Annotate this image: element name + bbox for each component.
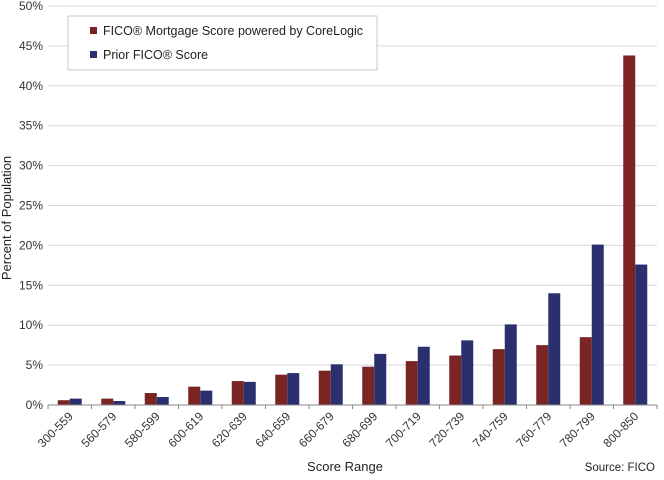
- bar-prior-score: [591, 244, 604, 405]
- y-tick-label: 20%: [19, 238, 43, 252]
- y-axis-label: Percent of Population: [0, 156, 14, 280]
- bar-prior-score: [200, 390, 213, 405]
- bar-mortgage-score: [579, 337, 592, 405]
- y-tick-label: 40%: [19, 79, 43, 93]
- x-tick-label: 580-599: [122, 409, 163, 450]
- y-tick-label: 15%: [19, 278, 43, 292]
- bar-mortgage-score: [405, 361, 418, 405]
- bar-mortgage-score: [492, 349, 505, 405]
- bars: [57, 55, 648, 405]
- bar-mortgage-score: [188, 386, 201, 405]
- bar-mortgage-score: [318, 370, 331, 405]
- x-tick-label: 300-559: [35, 409, 76, 450]
- x-tick-label: 800-850: [600, 409, 641, 450]
- x-tick-label: 640-659: [252, 409, 293, 450]
- x-tick-label: 700-719: [383, 409, 424, 450]
- x-tick-label: 760-779: [513, 409, 554, 450]
- y-axis-ticks: 0% 5% 10% 15% 20% 25% 30% 35% 40% 45% 50%: [19, 0, 43, 412]
- y-tick-label: 5%: [26, 358, 44, 372]
- y-tick-label: 10%: [19, 318, 43, 332]
- x-axis-label: Score Range: [307, 459, 383, 474]
- x-tick-label: 680-699: [339, 409, 380, 450]
- y-tick-label: 25%: [19, 199, 43, 213]
- bar-mortgage-score: [449, 355, 462, 405]
- bar-mortgage-score: [623, 55, 636, 405]
- bar-mortgage-score: [275, 374, 288, 405]
- bar-prior-score: [504, 324, 517, 405]
- source-note: Source: FICO: [585, 462, 655, 474]
- x-tick-label: 740-759: [470, 409, 511, 450]
- legend-swatch-prior: [90, 51, 97, 58]
- y-tick-label: 0%: [26, 398, 44, 412]
- bar-prior-score: [243, 381, 256, 405]
- bar-mortgage-score: [144, 393, 157, 405]
- x-tick-label: 780-799: [557, 409, 598, 450]
- x-tick-label: 660-679: [296, 409, 337, 450]
- bar-prior-score: [635, 264, 648, 405]
- bar-prior-score: [287, 373, 300, 405]
- y-tick-label: 35%: [19, 119, 43, 133]
- x-tick-label: 560-579: [78, 409, 119, 450]
- bar-prior-score: [156, 397, 169, 405]
- legend: FICO® Mortgage Score powered by CoreLogi…: [67, 15, 378, 71]
- bar-prior-score: [69, 398, 82, 405]
- legend-swatch-mortgage: [90, 27, 97, 34]
- x-tick-label: 720-739: [426, 409, 467, 450]
- y-tick-label: 50%: [19, 0, 43, 13]
- bar-mortgage-score: [101, 398, 114, 405]
- bar-prior-score: [417, 346, 430, 405]
- legend-label-mortgage: FICO® Mortgage Score powered by CoreLogi…: [103, 24, 363, 38]
- bar-prior-score: [548, 293, 561, 405]
- bar-mortgage-score: [536, 345, 549, 405]
- bar-prior-score: [374, 353, 387, 405]
- bar-prior-score: [330, 364, 343, 405]
- x-tick-label: 620-639: [209, 409, 250, 450]
- x-tick-label: 600-619: [165, 409, 206, 450]
- y-tick-label: 45%: [19, 39, 43, 53]
- legend-label-prior: Prior FICO® Score: [103, 48, 208, 62]
- bar-prior-score: [113, 401, 126, 405]
- legend-box: [67, 15, 378, 71]
- bar-prior-score: [461, 340, 474, 405]
- y-tick-label: 30%: [19, 159, 43, 173]
- x-axis-ticks: 300-559 560-579 580-599 600-619 620-639 640-6…: [35, 405, 658, 450]
- bar-mortgage-score: [57, 400, 70, 405]
- bar-mortgage-score: [231, 381, 244, 405]
- bar-mortgage-score: [362, 366, 375, 405]
